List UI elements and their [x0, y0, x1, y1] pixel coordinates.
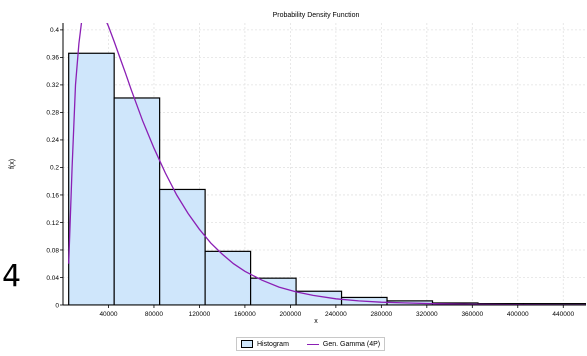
histogram-bar — [113, 97, 161, 305]
histogram-bar — [159, 188, 206, 305]
x-tick-label: 40000 — [99, 311, 117, 318]
y-tick-label: 0.32 — [46, 82, 59, 89]
legend-histogram-label: Histogram — [257, 340, 289, 348]
y-tick-label: 0.08 — [46, 247, 59, 254]
histogram-bar — [249, 277, 297, 305]
y-tick-label: 0.36 — [46, 55, 59, 62]
chart-title: Probability Density Function — [273, 12, 360, 19]
x-tick-label: 160000 — [234, 311, 256, 318]
axes — [60, 23, 586, 308]
y-tick-label: 0.16 — [46, 192, 59, 199]
legend-curve-label: Gen. Gamma (4P) — [322, 340, 381, 348]
y-tick-label: 0 — [55, 302, 59, 309]
x-tick-label: 80000 — [145, 311, 163, 318]
x-tick-label: 280000 — [370, 311, 392, 318]
y-tick-label: 0.04 — [46, 275, 59, 282]
y-tick-label: 0.2 — [50, 165, 59, 172]
y-axis-label: f(x) — [9, 159, 16, 169]
legend-curve-swatch — [306, 343, 319, 345]
y-tick-label: 0.4 — [50, 27, 59, 34]
x-tick-label: 120000 — [189, 311, 211, 318]
x-tick-label: 400000 — [507, 311, 529, 318]
x-tick-label: 440000 — [552, 311, 574, 318]
y-tick-label: 0.28 — [46, 110, 59, 117]
stray-digit: 4 — [2, 259, 22, 294]
x-tick-label: 200000 — [280, 311, 302, 318]
legend: Histogram Gen. Gamma (4P) — [236, 337, 386, 351]
tick-labels: 0 0.04 0.08 0.12 0.16 0.2 0.24 0.28 0.32 0.36 0.4 4… — [46, 27, 574, 318]
x-tick-label: 320000 — [416, 311, 438, 318]
x-tick-label: 240000 — [325, 311, 347, 318]
y-tick-label: 0.12 — [46, 220, 59, 227]
histogram-bars — [68, 52, 586, 305]
x-tick-label: 360000 — [461, 311, 483, 318]
pdf-curve-layer — [68, 23, 586, 305]
legend-histogram-swatch — [241, 340, 253, 348]
x-axis-label: x — [314, 318, 318, 325]
pdf-curve — [68, 23, 586, 305]
y-tick-label: 0.24 — [46, 137, 59, 144]
